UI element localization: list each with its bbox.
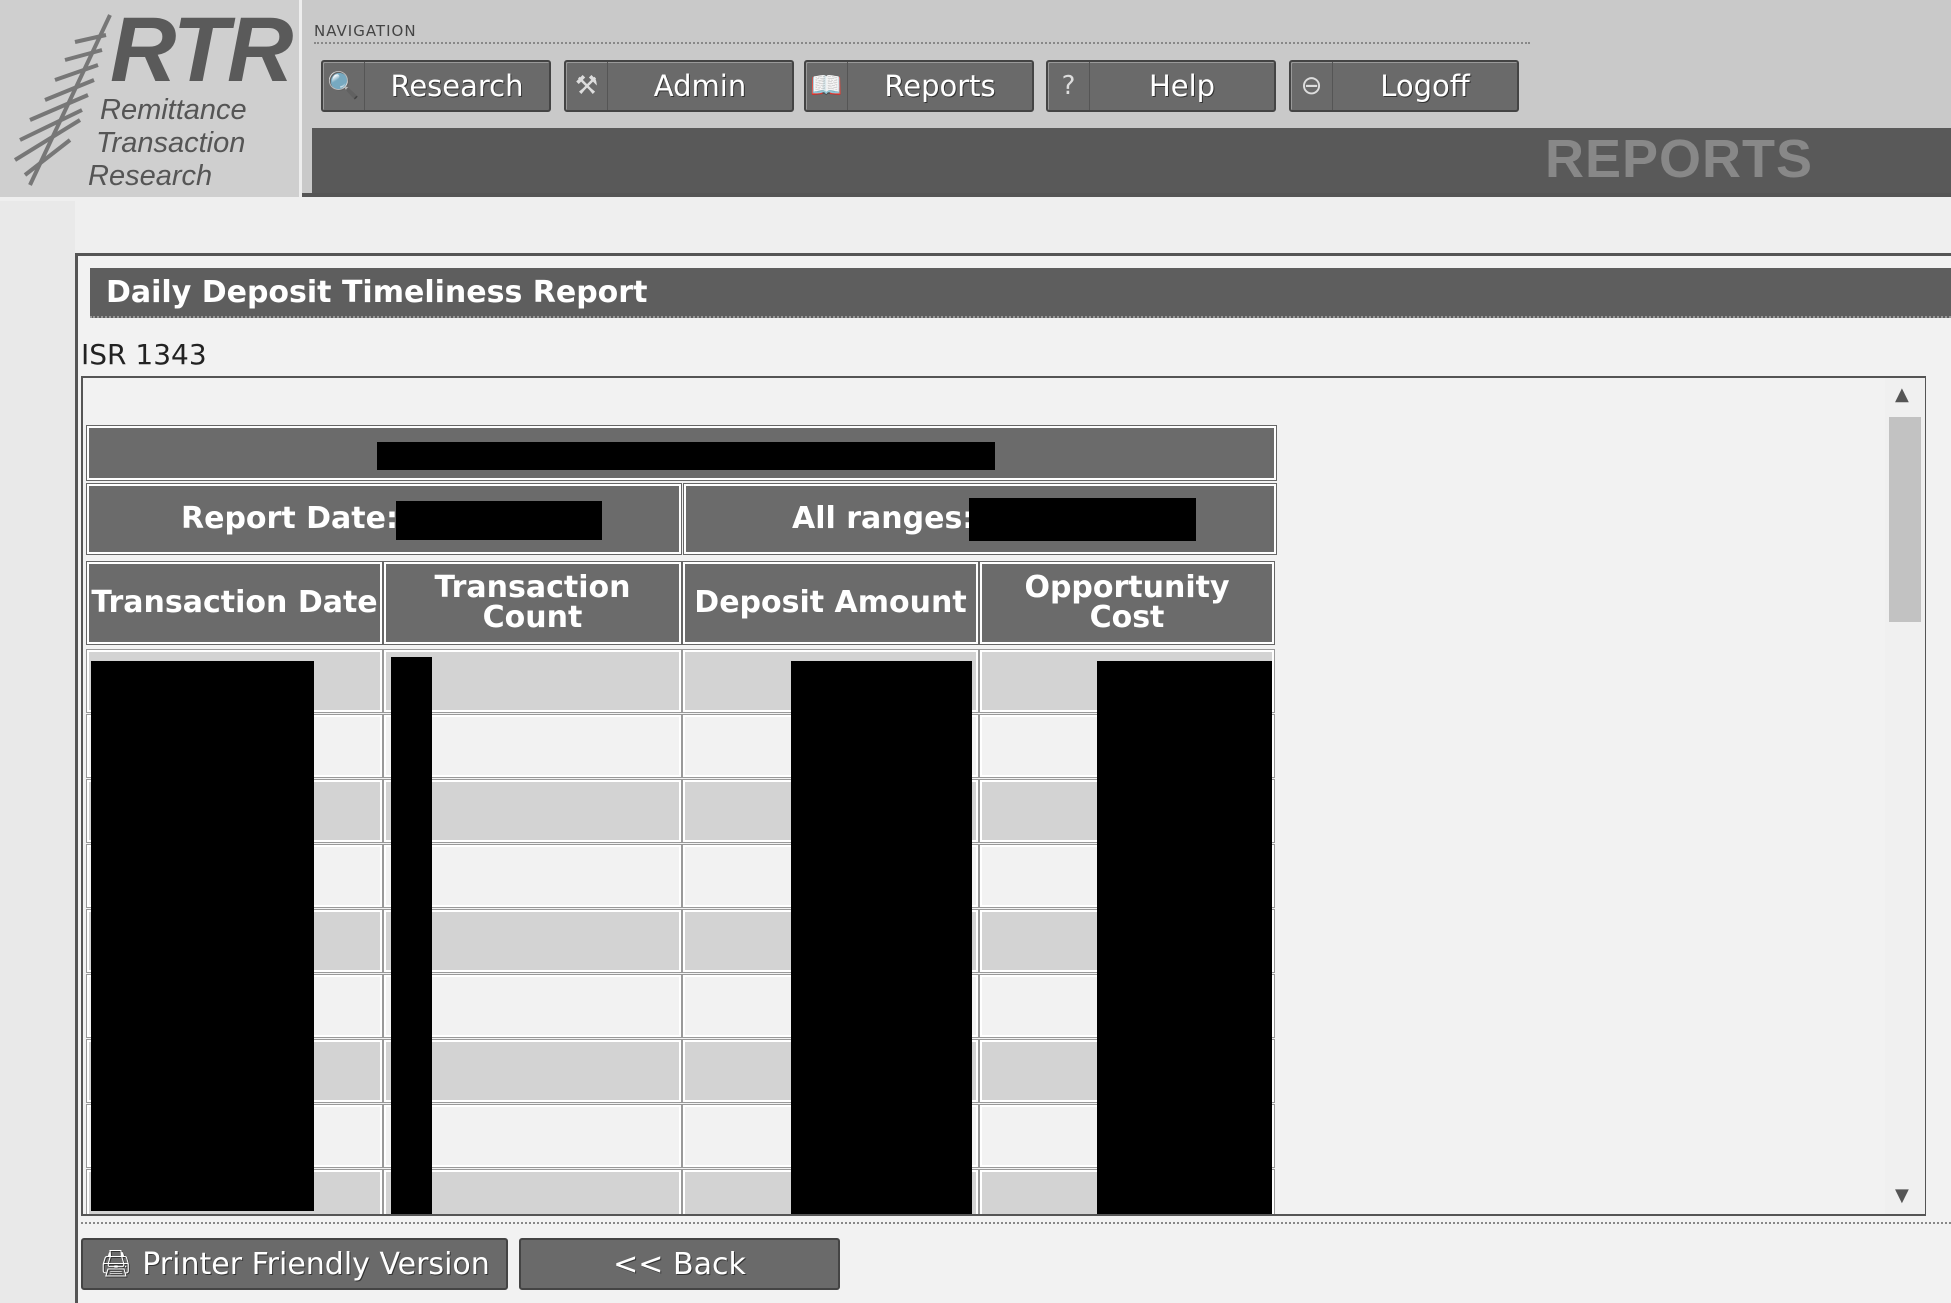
table-cell	[383, 1169, 682, 1214]
redacted-block	[396, 501, 602, 540]
logo-line: Remittance	[100, 94, 247, 126]
redacted-column	[391, 657, 432, 1214]
logo-mark: RTR	[110, 0, 293, 101]
nav-button-label: Research	[390, 69, 524, 103]
redacted-block	[969, 498, 1196, 541]
nav-reports-button[interactable]: 📖 Reports	[804, 60, 1034, 112]
divider	[81, 1222, 1951, 1224]
printer-button-label: Printer Friendly Version	[142, 1246, 490, 1282]
minus-circle-icon: ⊖	[1291, 62, 1333, 110]
all-ranges-label: All ranges:	[792, 501, 975, 536]
printer-friendly-button[interactable]: 🖨 Printer Friendly Version	[81, 1238, 508, 1290]
navigation-label: NAVIGATION	[314, 22, 1530, 44]
section-band	[312, 128, 1951, 193]
table-cell	[383, 909, 682, 973]
table-cell	[383, 714, 682, 778]
column-header: Transaction Date	[86, 561, 383, 645]
redacted-column	[791, 661, 972, 1214]
magnifier-icon: 🔍	[323, 62, 365, 110]
printer-icon: 🖨	[99, 1249, 133, 1279]
nav-logoff-button[interactable]: ⊖ Logoff	[1289, 60, 1519, 112]
logo-line: Transaction	[96, 127, 246, 159]
nav-research-button[interactable]: 🔍 Research	[321, 60, 551, 112]
book-icon: 📖	[806, 62, 848, 110]
scrollbar-thumb[interactable]	[1889, 417, 1921, 622]
left-margin	[0, 201, 75, 1303]
nav-button-label: Help	[1148, 69, 1216, 103]
nav-button-label: Logoff	[1380, 69, 1470, 103]
nav-button-label: Admin	[653, 69, 747, 103]
column-header: Deposit Amount	[682, 561, 979, 645]
redacted-column	[91, 661, 314, 1211]
fern-logo-icon	[13, 14, 112, 186]
section-title: REPORTS	[1545, 129, 1814, 189]
report-title: Daily Deposit Timeliness Report	[90, 268, 1951, 318]
table-cell	[383, 974, 682, 1038]
report-scroll-area[interactable]: Report Date: All ranges: Transaction Date T…	[81, 376, 1926, 1216]
column-header: Transaction Count	[383, 561, 682, 645]
nav-help-button[interactable]: ? Help	[1046, 60, 1276, 112]
nav-admin-button[interactable]: ⚒ Admin	[564, 60, 794, 112]
table-cell	[383, 1104, 682, 1168]
report-id: ISR 1343	[81, 338, 207, 371]
question-icon: ?	[1048, 62, 1090, 110]
table-cell	[383, 1039, 682, 1103]
scroll-up-icon[interactable]: ▲	[1895, 384, 1909, 405]
report-date-label: Report Date:	[181, 501, 398, 536]
back-button[interactable]: << Back	[519, 1238, 840, 1290]
table-cell	[383, 649, 682, 713]
column-header: Opportunity Cost	[979, 561, 1275, 645]
nav-button-label: Reports	[884, 69, 996, 103]
rtr-logo: RTR Remittance Transaction Research	[0, 0, 302, 197]
redacted-column	[1097, 661, 1272, 1214]
redacted-block	[377, 442, 995, 470]
tools-icon: ⚒	[566, 62, 608, 110]
scroll-down-icon[interactable]: ▼	[1895, 1185, 1909, 1206]
table-cell	[383, 779, 682, 843]
logo-line: Research	[88, 160, 213, 192]
table-cell	[383, 844, 682, 908]
